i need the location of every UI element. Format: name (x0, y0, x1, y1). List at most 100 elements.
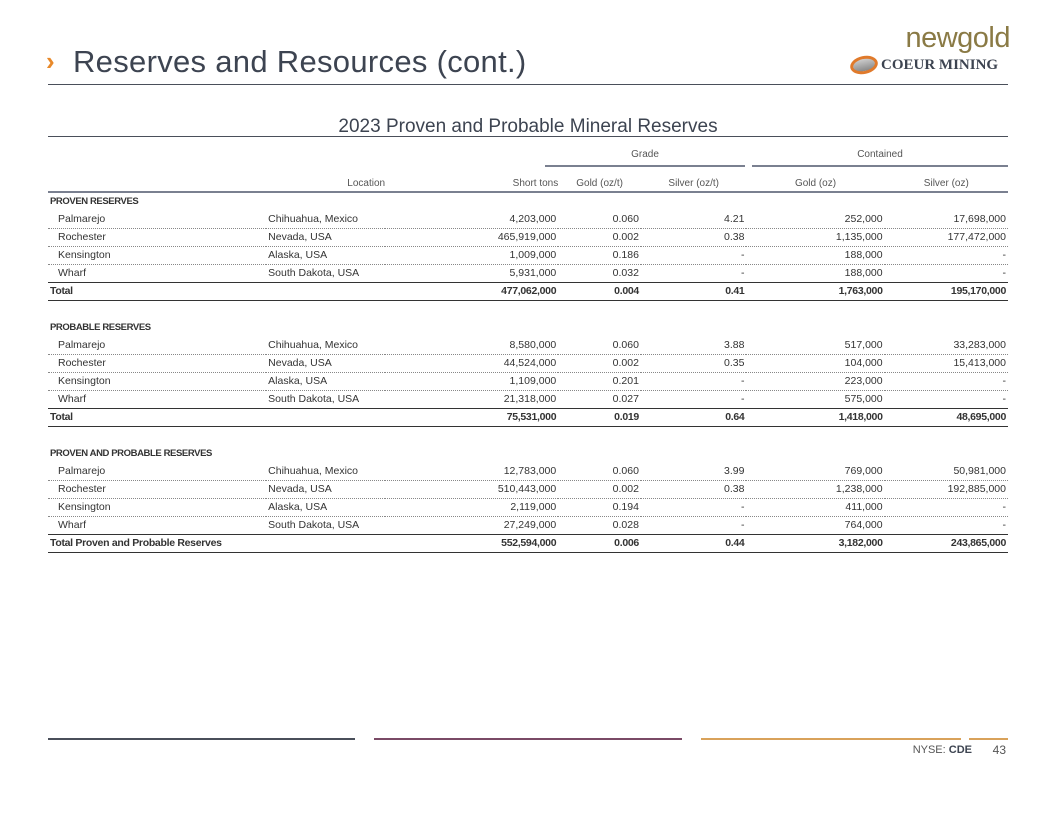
silver-contained: 33,283,000 (884, 336, 1008, 355)
gold-contained: 1,418,000 (746, 407, 885, 427)
gold-contained: 1,763,000 (746, 281, 885, 301)
total-row: Total 477,062,000 0.004 0.41 1,763,000 195,17… (48, 281, 1008, 301)
table-row: Kensington Alaska, USA 1,009,000 0.186-188,… (48, 246, 1008, 265)
silver-contained: - (884, 264, 1008, 283)
location: South Dakota, USA (266, 264, 386, 283)
spacer (48, 300, 1008, 318)
mine-name: Kensington (48, 372, 267, 391)
silver-contained: - (884, 516, 1008, 535)
gold-grade: 0.060 (558, 462, 641, 481)
column-header: Gold (oz) (746, 172, 885, 193)
footer-line-2 (374, 738, 682, 740)
reserves-table: Location Short tons Gold (oz/t) Silver (oz/… (48, 172, 1008, 553)
location: Alaska, USA (266, 246, 386, 265)
gold-grade: 0.032 (558, 264, 641, 283)
short-tons: 4,203,000 (385, 210, 559, 229)
silver-grade: - (640, 264, 747, 283)
gold-grade: 0.002 (558, 228, 641, 247)
chevron-icon: › (46, 46, 55, 76)
location: Chihuahua, Mexico (266, 210, 386, 229)
page-title: Reserves and Resources (cont.) (73, 44, 527, 79)
short-tons: 21,318,000 (385, 390, 559, 409)
short-tons: 552,594,000 (385, 533, 559, 553)
silver-contained: 243,865,000 (884, 533, 1008, 553)
gold-grade: 0.028 (558, 516, 641, 535)
gold-grade: 0.006 (558, 533, 641, 553)
mine-name: Total (48, 281, 267, 301)
gold-contained: 769,000 (746, 462, 885, 481)
ticker-label: NYSE: CDE (912, 744, 972, 756)
mine-name: Rochester (48, 354, 267, 373)
short-tons: 2,119,000 (385, 498, 559, 517)
table-row: Wharf South Dakota, USA 21,318,000 0.027-57… (48, 390, 1008, 409)
table-row: Wharf South Dakota, USA 27,249,000 0.028-76… (48, 516, 1008, 535)
silver-contained: 48,695,000 (884, 407, 1008, 427)
silver-grade: - (640, 372, 747, 391)
column-header: Location (266, 172, 386, 193)
table-row: Palmarejo Chihuahua, Mexico 12,783,000 0.06… (48, 462, 1008, 481)
short-tons: 510,443,000 (385, 480, 559, 499)
location: Chihuahua, Mexico (266, 462, 386, 481)
gold-grade: 0.201 (558, 372, 641, 391)
silver-contained: 17,698,000 (884, 210, 1008, 229)
table-title-divider (48, 136, 1008, 137)
coeur-logo-text: COEUR MINING (881, 56, 999, 73)
short-tons: 8,580,000 (385, 336, 559, 355)
gold-contained: 188,000 (746, 246, 885, 265)
column-header: Short tons (385, 172, 559, 193)
column-header: Silver (oz) (884, 172, 1008, 193)
silver-grade: 3.99 (640, 462, 747, 481)
gold-grade: 0.027 (558, 390, 641, 409)
total-row: Total Proven and Probable Reserves 552,59… (48, 533, 1008, 553)
location: Alaska, USA (266, 372, 386, 391)
table-title: 2023 Proven and Probable Mineral Reserve… (338, 116, 718, 137)
silver-grade: 4.21 (640, 210, 747, 229)
location: South Dakota, USA (266, 516, 386, 535)
coeur-mining-logo: COEUR MINING (848, 53, 999, 77)
column-header: Silver (oz/t) (640, 172, 747, 193)
gold-grade: 0.194 (558, 498, 641, 517)
mine-name: Total (48, 407, 267, 427)
silver-contained: - (884, 498, 1008, 517)
gold-contained: 188,000 (746, 264, 885, 283)
location: Chihuahua, Mexico (266, 336, 386, 355)
section-heading: PROVEN RESERVES (50, 196, 139, 207)
short-tons: 477,062,000 (385, 281, 559, 301)
mine-name: Palmarejo (48, 210, 267, 229)
table-row: Kensington Alaska, USA 2,119,000 0.194-411,… (48, 498, 1008, 517)
mine-name: Kensington (48, 498, 267, 517)
silver-contained: 195,170,000 (884, 281, 1008, 301)
gold-contained: 1,238,000 (746, 480, 885, 499)
gold-grade: 0.002 (558, 480, 641, 499)
silver-grade: 0.44 (640, 533, 747, 553)
silver-grade: - (640, 390, 747, 409)
location: Nevada, USA (266, 354, 386, 373)
mine-name: Wharf (48, 390, 267, 409)
silver-grade: 0.41 (640, 281, 747, 301)
table-row: Palmarejo Chihuahua, Mexico 8,580,000 0.060… (48, 336, 1008, 355)
group-header-grade: Grade (545, 149, 745, 167)
section-heading: PROVEN AND PROBABLE RESERVES (50, 447, 212, 459)
silver-contained: - (884, 246, 1008, 265)
total-row: Total 75,531,000 0.019 0.64 1,418,000 48,695,… (48, 407, 1008, 427)
silver-grade: - (640, 516, 747, 535)
mine-name: Palmarejo (48, 462, 267, 481)
gold-contained: 223,000 (746, 372, 885, 391)
gold-contained: 764,000 (746, 516, 885, 535)
short-tons: 5,931,000 (385, 264, 559, 283)
silver-contained: 50,981,000 (884, 462, 1008, 481)
silver-contained: 177,472,000 (884, 228, 1008, 247)
short-tons: 12,783,000 (385, 462, 559, 481)
table-row: Palmarejo Chihuahua, Mexico 4,203,000 0.060… (48, 210, 1008, 229)
silver-grade: 0.64 (640, 407, 747, 427)
table-row: Rochester Nevada, USA 510,443,000 0.002 0.38… (48, 480, 1008, 499)
location (266, 407, 386, 427)
location: South Dakota, USA (266, 390, 386, 409)
mine-name: Total Proven and Probable Reserves (48, 533, 267, 553)
footer-line-4 (969, 738, 1008, 740)
page-number: 43 (992, 743, 1006, 757)
section-heading: PROBABLE RESERVES (50, 321, 151, 333)
mine-name: Rochester (48, 228, 267, 247)
silver-grade: - (640, 498, 747, 517)
gold-contained: 3,182,000 (746, 533, 885, 553)
